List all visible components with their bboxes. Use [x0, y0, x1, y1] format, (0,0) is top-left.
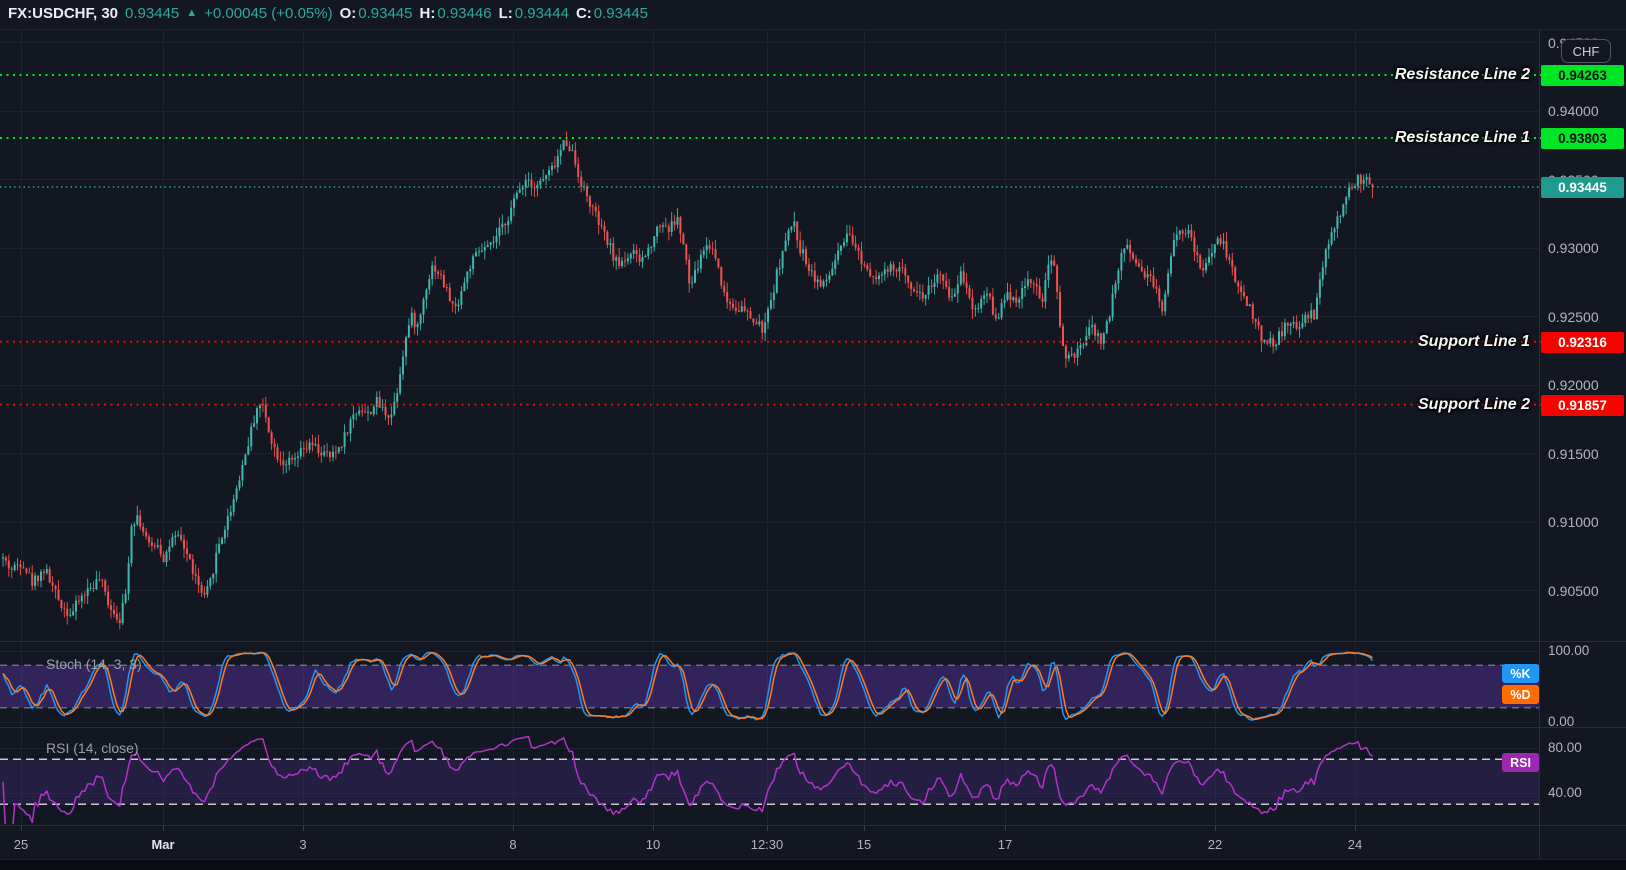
rsi-scale-high: 80.00: [1548, 740, 1582, 755]
bottom-toolbar-strip: [0, 859, 1626, 870]
time-axis-label: 10: [645, 837, 661, 852]
rsi-badge: RSI: [1502, 753, 1539, 772]
resistance-line-2-price-badge: 0.94263: [1541, 64, 1624, 86]
low-label: L:: [498, 5, 513, 22]
high-number: 0.93446: [437, 5, 492, 22]
time-axis-label: Mar: [151, 837, 175, 852]
price-change: +0.00045 (+0.05%): [204, 5, 333, 22]
close-value: C: 0.93445: [576, 5, 648, 22]
up-arrow-icon: ▲: [186, 6, 198, 19]
price-axis-label: 0.93000: [1548, 240, 1599, 256]
stoch-scale-low: 0.00: [1548, 714, 1575, 729]
resistance-line-2-label[interactable]: Resistance Line 2: [1394, 65, 1530, 83]
open-number: 0.93445: [358, 5, 413, 22]
last-price-value: 0.93445: [125, 5, 180, 22]
time-axis-label: 8: [509, 837, 517, 852]
open-value: O: 0.93445: [340, 5, 413, 22]
price-axis-label: 0.94000: [1548, 103, 1599, 119]
time-axis-label: 25: [13, 837, 29, 852]
stoch-indicator-title[interactable]: Stoch (14, 3, 3): [46, 656, 142, 672]
stoch-k-badge: %K: [1502, 664, 1539, 683]
close-number: 0.93445: [593, 5, 649, 22]
stoch-d-badge: %D: [1502, 685, 1539, 704]
time-axis-label: 24: [1347, 837, 1363, 852]
symbol-title[interactable]: FX:USDCHF, 30: [8, 5, 119, 22]
price-axis-label: 0.92500: [1548, 308, 1599, 325]
support-line-2-price-badge: 0.91857: [1541, 394, 1624, 416]
price-axis-label: 0.92000: [1548, 377, 1599, 393]
price-axis-label: 0.91000: [1548, 514, 1599, 530]
price-axis-label: 0.91500: [1548, 445, 1599, 462]
low-number: 0.93444: [514, 5, 569, 22]
price-axis[interactable]: [1539, 30, 1626, 825]
open-label: O:: [339, 5, 357, 22]
support-line-1-label[interactable]: Support Line 1: [1418, 332, 1530, 350]
last-price-badge: 0.93445: [1541, 177, 1624, 199]
time-axis-label: 15: [856, 837, 872, 852]
low-value: L: 0.93444: [499, 5, 569, 22]
rsi-indicator-title[interactable]: RSI (14, close): [46, 740, 139, 756]
symbol-legend: FX:USDCHF, 30 0.93445 ▲ +0.00045 (+0.05%…: [8, 5, 648, 22]
time-axis-label: 17: [997, 837, 1013, 852]
support-line-1-price-badge: 0.92316: [1541, 331, 1624, 353]
high-label: H:: [419, 5, 436, 22]
rsi-scale-low: 40.00: [1548, 785, 1582, 800]
stoch-scale-high: 100.00: [1548, 643, 1590, 658]
resistance-line-1-price-badge: 0.93803: [1541, 127, 1624, 149]
time-axis-label: 22: [1207, 837, 1223, 852]
time-axis-label: 3: [299, 837, 307, 852]
support-line-2-label[interactable]: Support Line 2: [1418, 395, 1530, 413]
price-axis-label: 0.90500: [1548, 582, 1599, 599]
time-axis-label: 12:30: [750, 837, 784, 852]
resistance-line-1-label[interactable]: Resistance Line 1: [1394, 128, 1530, 146]
high-value: H: 0.93446: [420, 5, 492, 22]
close-label: C:: [575, 5, 592, 22]
currency-chf-button[interactable]: CHF: [1561, 39, 1611, 63]
time-axis[interactable]: [0, 825, 1626, 859]
